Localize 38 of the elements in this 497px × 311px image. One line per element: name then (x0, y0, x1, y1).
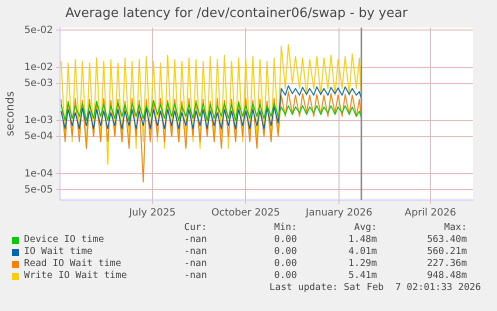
text: Avg: (353, 222, 377, 234)
y-tick-label: 1e-03 (24, 115, 54, 126)
y-axis-title: seconds (3, 91, 16, 136)
text: Max: (443, 222, 467, 234)
legend-label: Device IO time (24, 234, 104, 246)
legend-label: IO Wait time (24, 246, 93, 258)
text: Cur: (183, 222, 207, 234)
text: -nan (183, 234, 207, 246)
text: -nan (183, 270, 207, 282)
y-tick-label: 5e-02 (24, 24, 54, 36)
text: 560.21m (426, 246, 467, 258)
text: 5.41m (347, 270, 377, 282)
y-tick-label: 5e-05 (24, 184, 54, 196)
legend-label: Read IO Wait time (24, 258, 122, 270)
text: -nan (183, 246, 207, 258)
x-tick-label: April 2026 (404, 208, 456, 219)
x-tick-label: July 2025 (128, 208, 176, 219)
x-tick-label: January 2026 (304, 208, 372, 219)
text: 1.48m (347, 234, 377, 246)
text: 563.40m (426, 234, 467, 246)
y-tick-label: 1e-04 (24, 168, 54, 180)
y-tick-label: 5e-03 (24, 78, 54, 89)
text: 0.00 (273, 234, 297, 246)
text: 4.01m (347, 246, 377, 258)
chart-title: Average latency for /dev/container06/swap - by year (65, 6, 408, 22)
y-tick-label: 5e-04 (24, 131, 54, 142)
legend-label: Write IO Wait time (24, 270, 127, 282)
text: 0.00 (273, 258, 297, 270)
text: Last update: Sat Feb 7 02:01:33 2026 (268, 282, 482, 294)
text: Min: (273, 222, 297, 234)
text: 0.00 (273, 270, 297, 282)
text: -nan (183, 258, 207, 270)
x-tick-label: October 2025 (211, 208, 280, 219)
text: 0.00 (273, 246, 297, 258)
text: 948.48m (426, 270, 467, 282)
y-tick-label: 1e-02 (24, 62, 54, 73)
text: 1.29m (347, 258, 377, 270)
text: 227.36m (426, 258, 467, 270)
